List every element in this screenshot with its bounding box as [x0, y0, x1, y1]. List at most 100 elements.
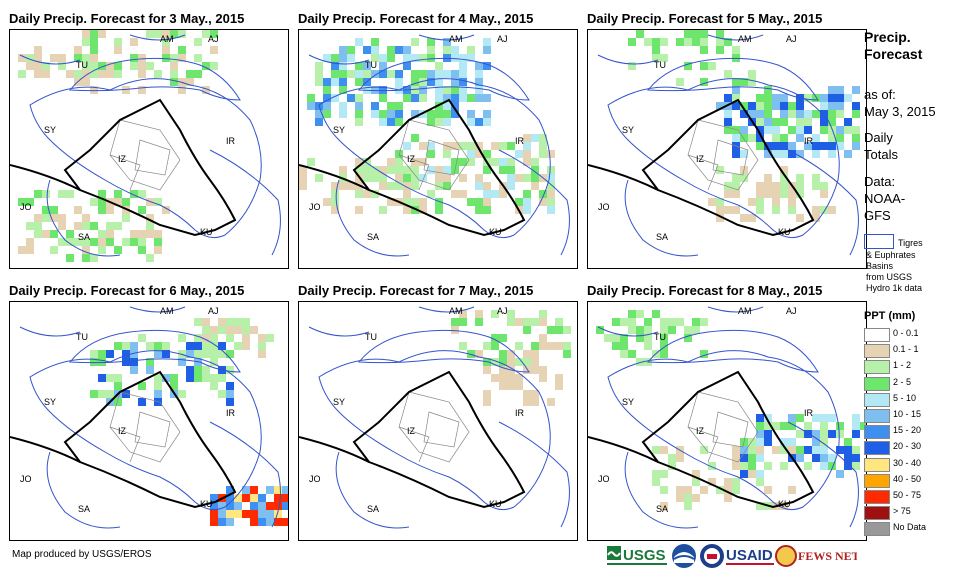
precip-cell: [740, 150, 748, 158]
precip-cell: [411, 70, 419, 78]
precip-cell: [700, 46, 708, 54]
precip-cell: [788, 110, 796, 118]
precip-cell: [780, 150, 788, 158]
precip-cell: [812, 214, 820, 222]
precip-cell: [427, 166, 435, 174]
ppt-swatch: [864, 409, 890, 423]
precip-cell: [836, 422, 844, 430]
precip-cell: [242, 494, 250, 502]
precip-cell: [210, 350, 218, 358]
precip-cell: [411, 166, 419, 174]
basin-outline: [46, 179, 121, 257]
precip-cell: [660, 342, 668, 350]
precip-cell: [531, 174, 539, 182]
precip-cell: [26, 238, 34, 246]
basin-outline: [209, 149, 281, 256]
precip-cell: [74, 54, 82, 62]
precip-cell: [740, 446, 748, 454]
precip-cell: [539, 150, 547, 158]
precip-cell: [331, 198, 339, 206]
precip-cell: [748, 470, 756, 478]
country-label-ku: KU: [489, 227, 502, 237]
precip-cell: [748, 214, 756, 222]
precip-cell: [218, 518, 226, 526]
precip-cell: [379, 94, 387, 102]
precip-cell: [226, 494, 234, 502]
precip-cell: [106, 238, 114, 246]
precip-cell: [652, 38, 660, 46]
precip-cell: [852, 446, 860, 454]
precip-cell: [764, 110, 772, 118]
precip-cell: [852, 134, 860, 142]
precip-cell: [379, 70, 387, 78]
precip-cell: [379, 110, 387, 118]
precip-cell: [154, 246, 162, 254]
precip-cell: [756, 414, 764, 422]
panel-title: Daily Precip. Forecast for 8 May., 2015: [587, 283, 823, 298]
precip-cell: [451, 94, 459, 102]
precip-cell: [403, 166, 411, 174]
precip-cell: [820, 142, 828, 150]
precip-cell: [98, 350, 106, 358]
precip-cell: [323, 78, 331, 86]
precip-cell: [531, 398, 539, 406]
precip-cell: [58, 238, 66, 246]
precip-cell: [299, 166, 307, 174]
precip-cell: [475, 150, 483, 158]
basin-legend-text: & Euphrates Basins from USGS Hydro 1k da…: [866, 250, 922, 294]
precip-cell: [748, 454, 756, 462]
precip-cell: [162, 342, 170, 350]
ppt-swatch: [864, 490, 890, 504]
precip-cell: [26, 246, 34, 254]
precip-cell: [331, 94, 339, 102]
precip-cell: [258, 510, 266, 518]
precip-cell: [387, 102, 395, 110]
precip-cell: [547, 206, 555, 214]
precip-cell: [732, 174, 740, 182]
precip-cell: [796, 102, 804, 110]
precip-cell: [194, 342, 202, 350]
precip-cell: [756, 430, 764, 438]
precip-cell: [636, 358, 644, 366]
country-label-ir: IR: [515, 408, 525, 418]
precip-cell: [499, 374, 507, 382]
admin-boundary: [109, 426, 141, 463]
basin-outline: [707, 306, 764, 313]
precip-cell: [491, 142, 499, 150]
precip-cell: [820, 182, 828, 190]
country-label-am: AM: [738, 34, 752, 44]
precip-cell: [331, 70, 339, 78]
precip-cell: [612, 334, 620, 342]
precip-cell: [732, 190, 740, 198]
precip-cell: [612, 318, 620, 326]
precip-cell: [499, 366, 507, 374]
precip-cell: [363, 46, 371, 54]
precip-cell: [443, 46, 451, 54]
precip-cell: [772, 94, 780, 102]
precip-cell: [82, 30, 90, 38]
precip-cell: [331, 190, 339, 198]
precip-cell: [162, 38, 170, 46]
country-label-sy: SY: [44, 397, 56, 407]
precip-cell: [162, 46, 170, 54]
precip-cell: [98, 62, 106, 70]
ppt-swatch: [864, 376, 890, 391]
precip-cell: [74, 206, 82, 214]
panel-title: Daily Precip. Forecast for 7 May., 2015: [298, 283, 534, 298]
precip-cell: [475, 86, 483, 94]
precip-cell: [724, 38, 732, 46]
precip-cell: [234, 326, 242, 334]
precip-map: AM AJ TU SY IR IZ JO SA KU: [298, 301, 578, 541]
precip-cell: [218, 510, 226, 518]
precip-cell: [636, 30, 644, 38]
ppt-swatch: [864, 360, 890, 375]
precip-cell: [58, 62, 66, 70]
precip-cell: [178, 30, 186, 38]
precip-cell: [435, 166, 443, 174]
precip-cell: [387, 198, 395, 206]
ppt-swatch: [864, 457, 890, 472]
precip-cell: [780, 446, 788, 454]
precip-cell: [756, 454, 764, 462]
precip-cell: [50, 206, 58, 214]
precip-cell: [700, 62, 708, 70]
